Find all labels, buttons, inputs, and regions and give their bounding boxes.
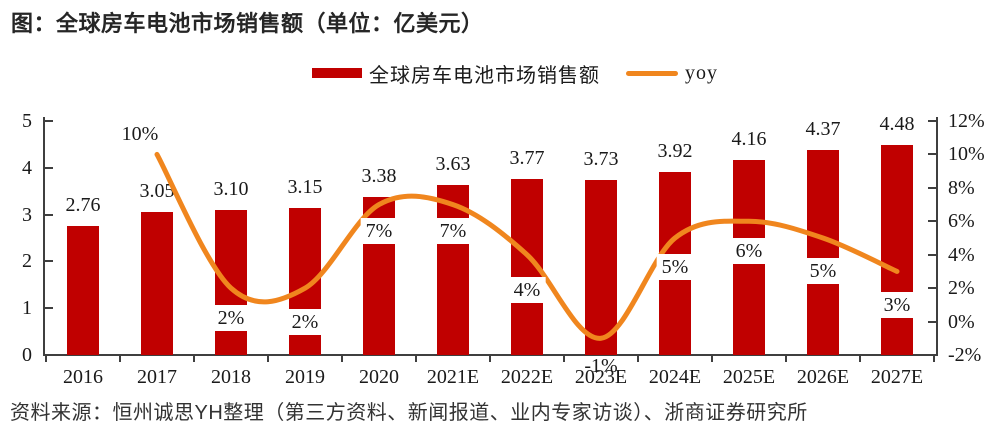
y-axis-left-label: 2 [22, 250, 32, 273]
yoy-label: 2% [212, 305, 250, 332]
x-axis-tick [489, 356, 491, 362]
bar-2016 [67, 225, 99, 355]
y-axis-left-label: 5 [22, 110, 32, 132]
bar-value-label: 3.15 [287, 175, 323, 198]
x-axis-label: 2025E [722, 366, 776, 388]
bar-2021E [437, 185, 469, 355]
yoy-label: 6% [730, 238, 768, 265]
y-axis-left-tick [45, 307, 53, 310]
y-axis-left-label: 0 [22, 344, 32, 366]
yoy-label: 2% [286, 309, 324, 336]
legend: 全球房车电池市场销售额 yoy [312, 60, 718, 87]
y-axis-right-label: 10% [948, 143, 985, 166]
y-axis-right-label: -2% [948, 344, 982, 366]
x-axis-label: 2026E [796, 366, 850, 388]
yoy-label: 7% [434, 217, 472, 244]
x-axis-label: 2023E [574, 366, 628, 388]
x-axis-tick [193, 356, 195, 362]
legend-line-label: yoy [685, 61, 718, 84]
y-axis-right-tick [928, 186, 936, 189]
yoy-label: 7% [360, 217, 398, 244]
bar-value-label: 4.16 [731, 128, 767, 151]
x-axis-tick [563, 356, 565, 362]
y-axis-right-tick [928, 287, 936, 290]
y-axis-left-label: 3 [22, 203, 32, 226]
x-axis-tick [637, 356, 639, 362]
x-axis-tick [859, 356, 861, 362]
bar-value-label: 3.77 [509, 146, 545, 169]
y-axis-right-tick [928, 320, 936, 323]
x-axis-label: 2020 [359, 366, 399, 388]
y-axis-right-label: 6% [948, 210, 975, 233]
bar-value-label: 3.10 [213, 177, 249, 200]
y-axis-left-tick [45, 120, 53, 122]
legend-line-swatch [626, 70, 678, 76]
bar-value-label: 4.37 [805, 118, 841, 141]
bar-value-label: 3.38 [361, 164, 397, 187]
y-axis-right [936, 117, 938, 356]
y-axis-left-label: 1 [22, 297, 32, 320]
source-note: 资料来源：恒州诚思YH整理（第三方资料、新闻报道、业内专家访谈）、浙商证券研究所 [10, 402, 808, 424]
x-axis-label: 2022E [500, 366, 554, 388]
x-axis-tick [415, 356, 417, 362]
y-axis-right-label: 8% [948, 176, 975, 199]
y-axis-left-tick [45, 166, 53, 169]
x-axis-label: 2018 [211, 366, 251, 388]
bar-value-label: 3.63 [435, 153, 471, 176]
bar-2017 [141, 212, 173, 355]
y-axis-right-label: 2% [948, 277, 975, 300]
y-axis-right-tick [928, 153, 936, 156]
x-axis-label: 2021E [426, 366, 480, 388]
x-axis-tick [45, 356, 47, 362]
yoy-label: -1% [584, 355, 618, 378]
y-axis-right-tick [928, 120, 936, 122]
y-axis-left [43, 117, 45, 356]
y-axis-right-label: 12% [948, 110, 985, 132]
bar-value-label: 3.73 [583, 148, 619, 171]
x-axis-label: 2016 [63, 366, 103, 388]
y-axis-left-tick [45, 213, 53, 216]
y-axis-left-label: 4 [22, 156, 32, 179]
legend-bar-swatch [312, 68, 362, 78]
y-axis-right-label: 4% [948, 243, 975, 266]
yoy-label: 5% [656, 254, 694, 280]
x-axis-tick [267, 356, 269, 362]
bar-2023E [585, 180, 617, 355]
bar-value-label: 4.48 [879, 113, 915, 136]
x-axis [43, 354, 938, 356]
yoy-label: 4% [508, 276, 546, 303]
yoy-line-path [154, 151, 900, 341]
x-axis-label: 2027E [870, 366, 924, 388]
x-axis-label: 2024E [648, 366, 702, 388]
legend-bar-label: 全球房车电池市场销售额 [369, 64, 600, 87]
chart-title: 图：全球房车电池市场销售额（单位：亿美元） [11, 11, 484, 36]
bar-2026E [807, 150, 839, 355]
yoy-label: 10% [121, 123, 159, 146]
x-axis-tick [785, 356, 787, 362]
y-axis-right-label: 0% [948, 310, 975, 333]
y-axis-left-tick [45, 260, 53, 263]
bar-value-label: 2.76 [65, 193, 101, 216]
bar-2027E [881, 145, 913, 355]
x-axis-tick [341, 356, 343, 362]
bar-value-label: 3.05 [139, 180, 175, 203]
y-axis-right-tick [928, 253, 936, 256]
x-axis-tick [933, 356, 935, 362]
yoy-label: 5% [804, 258, 842, 284]
x-axis-label: 2017 [137, 366, 177, 388]
x-axis-tick [711, 356, 713, 362]
x-axis-tick [119, 356, 121, 362]
bar-value-label: 3.92 [657, 139, 693, 162]
y-axis-right-tick [928, 220, 936, 223]
x-axis-label: 2019 [285, 366, 325, 388]
yoy-label: 3% [878, 292, 916, 319]
